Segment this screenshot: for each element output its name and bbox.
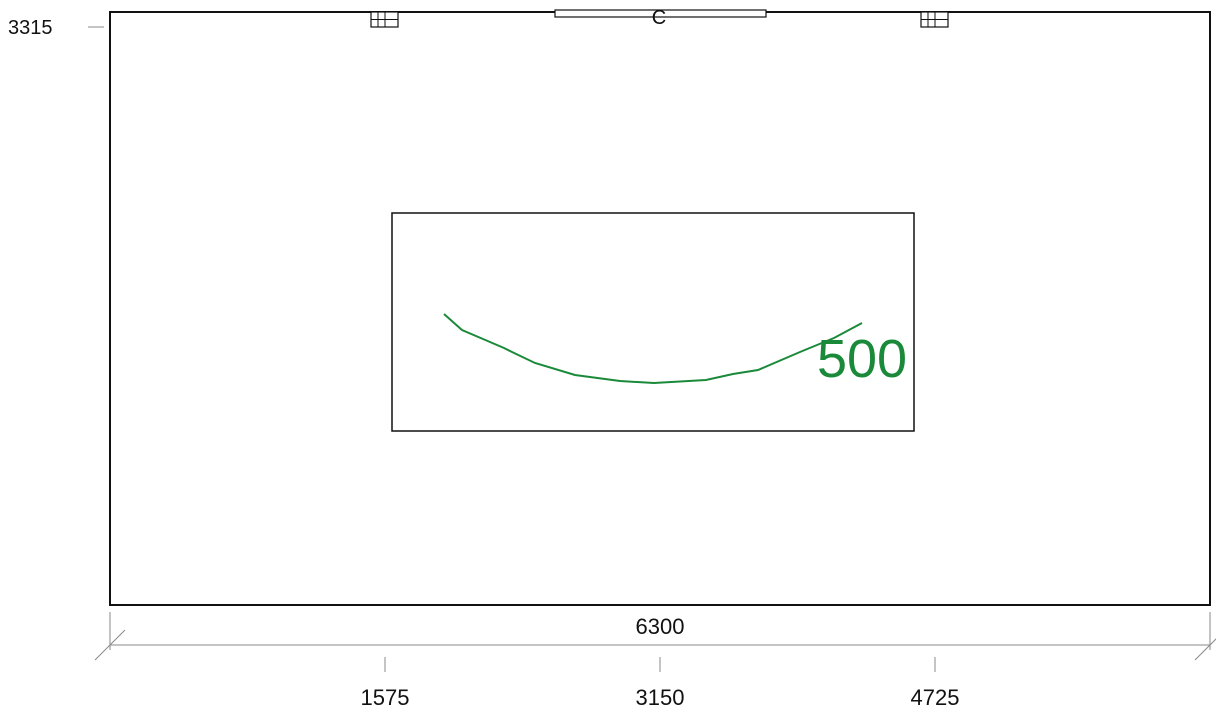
room-outline [109,11,1211,606]
contour-line [443,313,863,385]
outlet-icon [920,11,949,28]
contour-label: 500 [817,329,907,389]
outlet-icon [370,11,399,28]
width-dimension [94,612,1216,661]
tick-label: 1575 [361,685,410,710]
width-dimension-label: 6300 [636,614,685,639]
height-dimension-label: 3315 [8,17,53,39]
tick-label: 4725 [911,685,960,710]
door-opening-label: C [652,7,666,29]
inner-zone [391,212,915,432]
door-opening [554,9,767,18]
tick-label: 3150 [636,685,685,710]
